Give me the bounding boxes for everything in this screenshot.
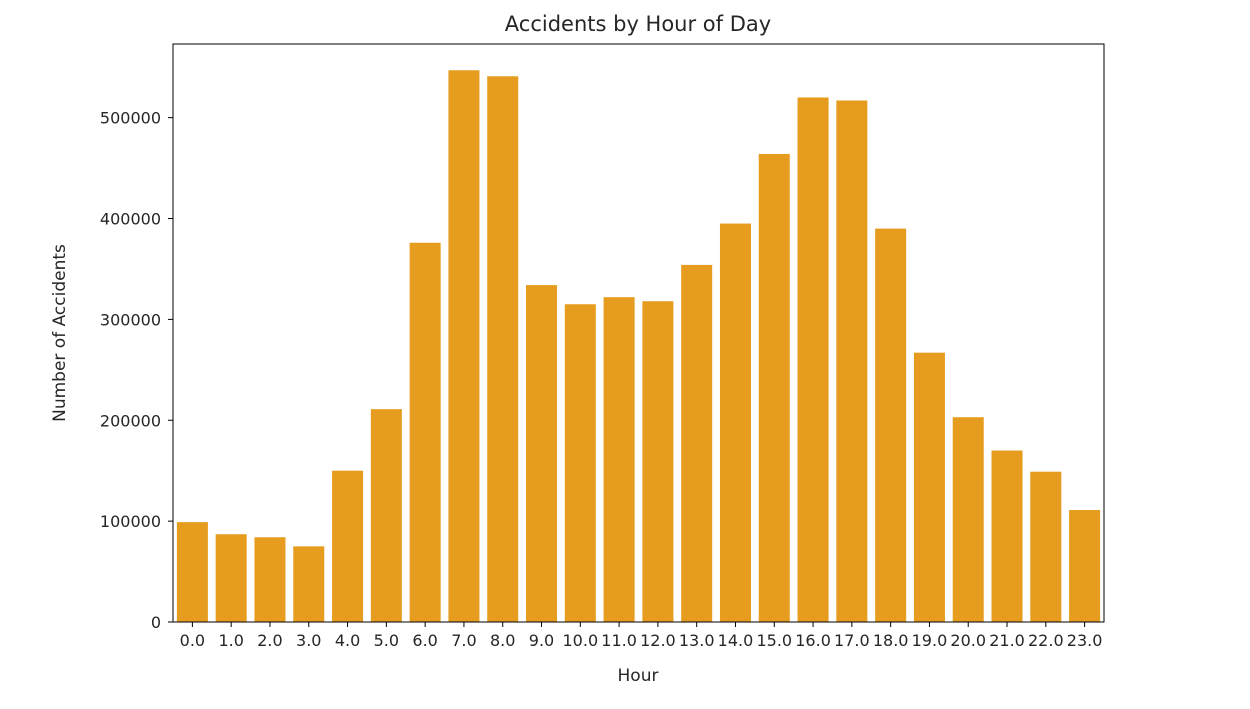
x-tick-label: 12.0 — [640, 631, 676, 650]
bar-9.0 — [526, 285, 558, 622]
bar-13.0 — [681, 264, 713, 622]
bar-6.0 — [409, 242, 441, 622]
bar-3.0 — [293, 546, 325, 622]
bar-21.0 — [991, 450, 1023, 622]
y-tick-label: 300000 — [100, 310, 161, 329]
bar-4.0 — [332, 470, 364, 622]
y-tick-label: 100000 — [100, 512, 161, 531]
bar-2.0 — [254, 537, 286, 622]
y-axis-label: Number of Accidents — [50, 244, 70, 422]
plot-frame — [172, 43, 1105, 623]
x-tick-label: 21.0 — [989, 631, 1025, 650]
bar-10.0 — [564, 304, 596, 622]
bars-group — [176, 70, 1101, 623]
y-tick-label: 0 — [151, 613, 161, 632]
x-axis-ticks: 0.0 1.0 2.0 3.0 4.0 5.0 6.0 7.0 8.0 9.0 10.0 11.0 12… — [180, 622, 1103, 650]
x-tick-label: 5.0 — [374, 631, 399, 650]
x-tick-label: 14.0 — [718, 631, 754, 650]
x-tick-label: 2.0 — [257, 631, 282, 650]
x-tick-label: 15.0 — [756, 631, 792, 650]
bar-12.0 — [642, 301, 674, 622]
y-axis-ticks: 0 100000 200000 300000 400000 500000 — [100, 109, 173, 632]
bar-5.0 — [370, 409, 402, 622]
x-tick-label: 0.0 — [180, 631, 205, 650]
y-tick-label: 500000 — [100, 109, 161, 128]
x-tick-label: 16.0 — [795, 631, 831, 650]
x-tick-label: 9.0 — [529, 631, 554, 650]
x-tick-label: 11.0 — [601, 631, 637, 650]
bar-16.0 — [797, 97, 829, 622]
bar-20.0 — [952, 417, 984, 622]
bar-19.0 — [913, 352, 945, 622]
bar-23.0 — [1069, 510, 1101, 622]
bar-8.0 — [487, 76, 519, 622]
y-tick-label: 400000 — [100, 210, 161, 229]
y-tick-label: 200000 — [100, 411, 161, 430]
bar-15.0 — [758, 153, 790, 622]
chart-title: Accidents by Hour of Day — [505, 12, 771, 36]
x-tick-label: 10.0 — [563, 631, 599, 650]
bar-17.0 — [836, 100, 868, 623]
bar-18.0 — [875, 228, 907, 622]
x-tick-label: 23.0 — [1067, 631, 1103, 650]
x-tick-label: 20.0 — [950, 631, 986, 650]
bar-7.0 — [448, 70, 480, 623]
bar-14.0 — [719, 223, 751, 623]
x-tick-label: 18.0 — [873, 631, 909, 650]
x-tick-label: 7.0 — [451, 631, 476, 650]
x-tick-label: 8.0 — [490, 631, 515, 650]
x-axis-label: Hour — [618, 666, 659, 686]
x-tick-label: 13.0 — [679, 631, 715, 650]
x-tick-label: 1.0 — [218, 631, 243, 650]
x-tick-label: 6.0 — [412, 631, 437, 650]
bar-1.0 — [215, 534, 247, 622]
bar-11.0 — [603, 297, 635, 622]
x-tick-label: 19.0 — [912, 631, 948, 650]
x-tick-label: 4.0 — [335, 631, 360, 650]
bar-22.0 — [1030, 471, 1062, 622]
x-tick-label: 17.0 — [834, 631, 870, 650]
x-tick-label: 22.0 — [1028, 631, 1064, 650]
x-tick-label: 3.0 — [296, 631, 321, 650]
bar-0.0 — [176, 522, 208, 622]
